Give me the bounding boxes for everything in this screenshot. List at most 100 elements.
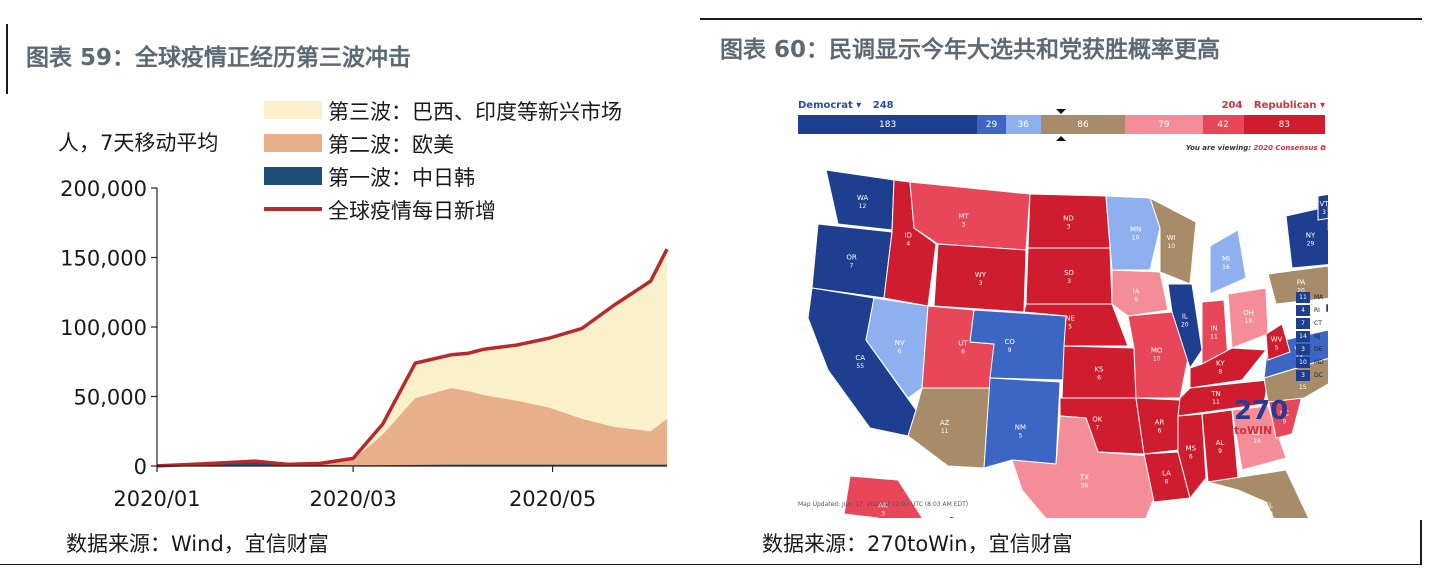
us-electoral-map: WA12OR7CA55NV6ID4MT3WY3UT6AZ11CO9NM5ND3S… — [807, 169, 1328, 518]
state-label: ND — [1063, 215, 1074, 223]
state-ms[interactable] — [1177, 413, 1207, 500]
state-ev-label: 6 — [1134, 296, 1138, 303]
state-ev-label: 38 — [1081, 483, 1089, 490]
state-wv[interactable] — [1265, 323, 1291, 361]
state-vt[interactable] — [1317, 193, 1328, 221]
area-series-2 — [157, 388, 667, 466]
legend-label: 第一波：中日韩 — [328, 166, 475, 190]
state-ev-label: 5 — [1275, 345, 1279, 352]
state-label: OK — [1092, 416, 1103, 424]
state-ev-label: 6 — [961, 348, 965, 355]
left-title-divider — [6, 24, 8, 94]
state-fl[interactable] — [1207, 469, 1318, 518]
state-hi[interactable] — [946, 515, 976, 518]
map-updated-text: Map Updated: Jun. 17, 2020 at 12:03 UTC … — [798, 501, 969, 508]
small-state-ev: 11 — [1296, 291, 1310, 303]
ev-bar-segment: 29 — [977, 115, 1006, 134]
viewing-label: You are viewing: 2020 Consensus ⧉ — [1186, 144, 1325, 153]
small-state-name: DC — [1314, 371, 1323, 379]
small-state-ev: 4 — [1296, 304, 1310, 316]
democrat-name: Democrat ▾ — [798, 100, 862, 111]
viewing-value[interactable]: 2020 Consensus — [1253, 144, 1318, 152]
state-label: LA — [1162, 470, 1171, 478]
state-ev-label: 6 — [1189, 454, 1193, 461]
small-state-ev: 14 — [1296, 330, 1310, 342]
state-ev-label: 3 — [1067, 224, 1071, 231]
state-label: TX — [1079, 474, 1089, 482]
state-ev-label: 7 — [850, 263, 854, 270]
small-state-row[interactable]: 7 CT — [1296, 317, 1324, 329]
ev-bar-segment: 36 — [1005, 115, 1041, 134]
state-ia[interactable] — [1111, 269, 1169, 317]
y-tick-label: 150,000 — [60, 247, 147, 271]
small-state-row[interactable]: 3 DE — [1296, 343, 1324, 355]
state-label: MT — [958, 213, 969, 221]
small-state-ev: 10 — [1296, 356, 1310, 368]
state-ev-label: 16 — [1222, 264, 1230, 271]
state-label: SC — [1280, 410, 1289, 418]
y-tick-label: 100,000 — [60, 316, 147, 340]
state-label: CO — [1004, 338, 1015, 346]
state-label: ID — [905, 232, 912, 240]
state-label: SD — [1064, 269, 1074, 277]
state-wi[interactable] — [1149, 196, 1197, 285]
state-ev-label: 15 — [1299, 384, 1307, 391]
state-label: AZ — [940, 419, 950, 427]
democrat-label[interactable]: Democrat ▾ 248 — [798, 100, 894, 111]
northeast-state-tile[interactable] — [1325, 303, 1328, 313]
state-label: WI — [1167, 234, 1176, 242]
state-label: OH — [1243, 309, 1254, 317]
state-label: MN — [1130, 225, 1141, 233]
state-ev-label: 10 — [1153, 355, 1161, 362]
state-label: FL — [1265, 502, 1273, 510]
state-ny[interactable] — [1285, 205, 1328, 269]
small-state-name: MA — [1314, 293, 1324, 301]
state-mn[interactable] — [1105, 195, 1161, 271]
y-tick-label: 50,000 — [74, 386, 147, 410]
electoral-map-panel: Democrat ▾ 248 204 Republican ▾ 183 29 36 8… — [798, 98, 1328, 518]
external-link-icon[interactable]: ⧉ — [1320, 144, 1325, 152]
small-state-ev: 3 — [1296, 369, 1310, 381]
state-ev-label: 55 — [856, 363, 864, 370]
bottom-rule — [0, 564, 1422, 565]
state-ev-label: 3 — [1067, 278, 1071, 285]
small-state-row[interactable]: 11 MA — [1296, 291, 1324, 303]
state-label: UT — [958, 339, 968, 347]
x-tick-label: 2020/05 — [509, 487, 596, 511]
small-state-row[interactable]: 14 NJ — [1296, 330, 1324, 342]
y-tick-label: 0 — [134, 455, 147, 479]
state-label: VT — [1319, 200, 1328, 208]
small-state-ev: 7 — [1296, 317, 1310, 329]
state-ev-label: 12 — [859, 203, 867, 210]
small-state-ev: 3 — [1296, 343, 1310, 355]
legend-label: 第二波：欧美 — [328, 133, 454, 157]
state-label: NE — [1065, 314, 1075, 322]
small-state-row[interactable]: 4 RI — [1296, 304, 1324, 316]
state-mi[interactable] — [1209, 229, 1247, 295]
state-ev-label: 11 — [941, 428, 949, 435]
state-ak[interactable] — [843, 475, 930, 518]
ev-bar-segment: 79 — [1125, 115, 1203, 134]
legend-label: 第三波：巴西、印度等新兴市场 — [328, 100, 622, 124]
state-ev-label: 29 — [1307, 241, 1315, 248]
small-state-row[interactable]: 3 DC — [1296, 369, 1324, 381]
state-pa[interactable] — [1267, 265, 1328, 305]
state-ev-label: 6 — [898, 348, 902, 355]
state-label: GA — [1252, 429, 1262, 437]
state-label: IL — [1182, 313, 1188, 321]
ev-bar-segment: 86 — [1040, 115, 1126, 134]
y-axis-label: 人，7天移动平均 — [58, 131, 218, 155]
state-label: IN — [1210, 325, 1217, 333]
state-label: WY — [975, 271, 987, 279]
state-ev-label: 18 — [1245, 318, 1253, 325]
state-az[interactable] — [907, 387, 991, 469]
viewing-prefix: You are viewing: — [1185, 144, 1252, 152]
left-figure: 图表 59：全球疫情正经历第三波冲击 0 50,000 100,000 150,000… — [0, 0, 690, 581]
state-label: WV — [1271, 336, 1283, 344]
republican-label[interactable]: 204 Republican ▾ — [1222, 100, 1325, 111]
state-label: AL — [1216, 439, 1225, 447]
state-il[interactable] — [1167, 283, 1203, 370]
small-state-row[interactable]: 10 MD — [1296, 356, 1324, 368]
republican-total: 204 — [1221, 100, 1243, 111]
state-ev-label: 5 — [1018, 432, 1022, 439]
